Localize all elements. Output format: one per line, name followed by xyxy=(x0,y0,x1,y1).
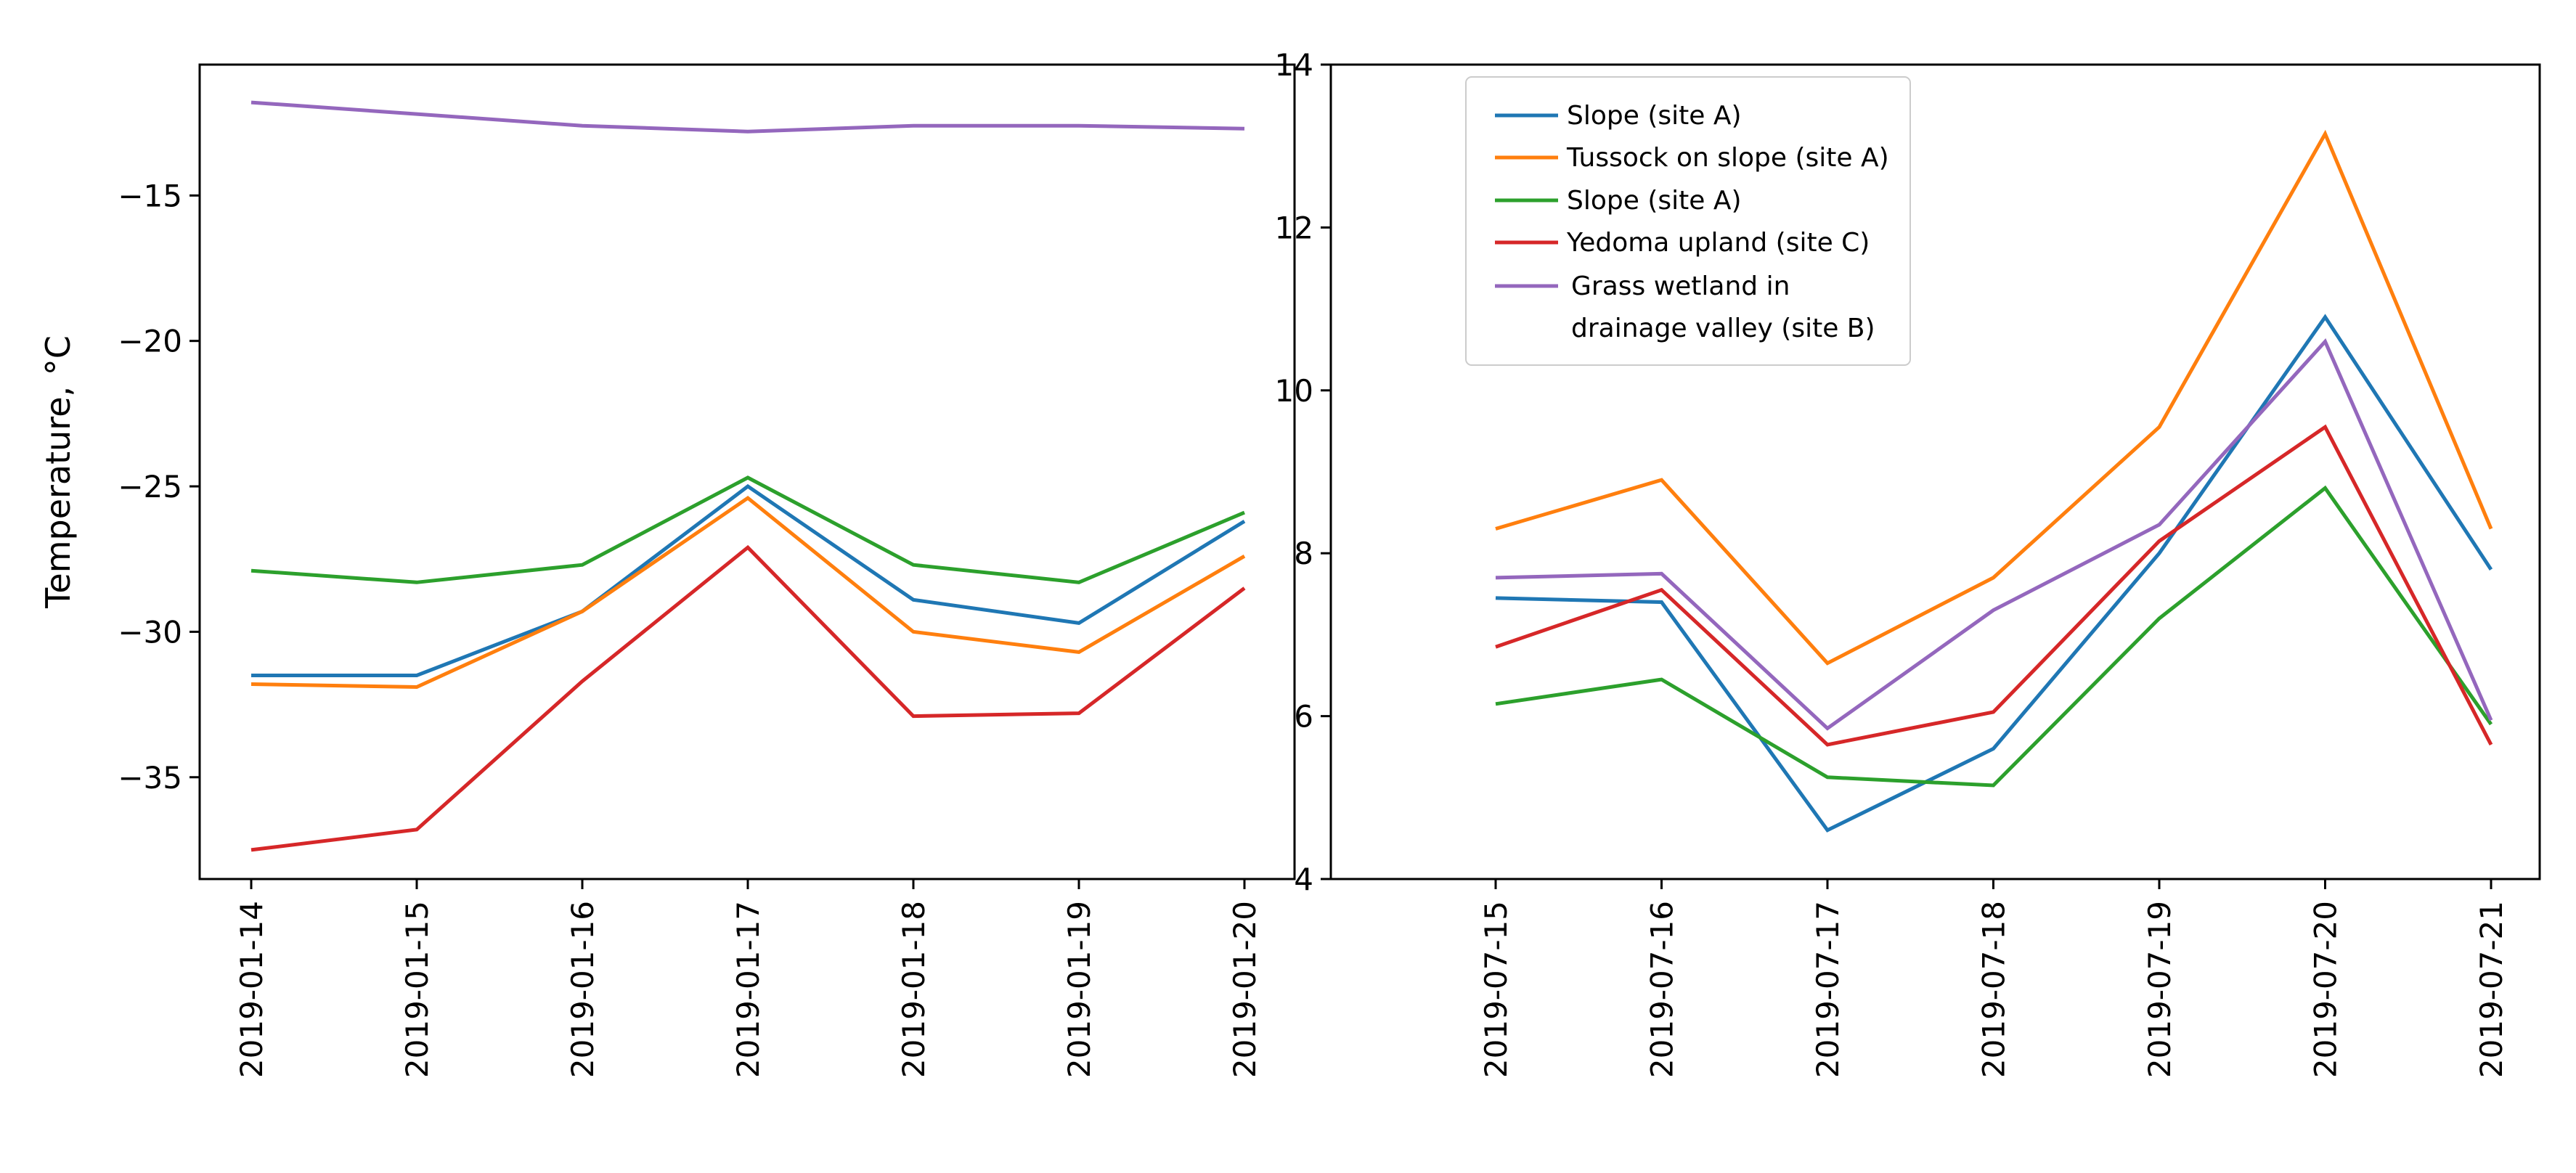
series-line-2 xyxy=(1495,129,2493,666)
x-tick-label: 2019-07-21 xyxy=(2474,901,2509,1078)
y-tick-label: 12 xyxy=(1275,210,1313,245)
y-tick-label: 8 xyxy=(1294,536,1313,571)
series-line-4 xyxy=(1495,424,2493,747)
x-tick-label: 2019-01-15 xyxy=(399,901,435,1078)
y-tick-label: 14 xyxy=(1275,47,1313,83)
x-tick-label: 2019-07-15 xyxy=(1478,901,1514,1078)
legend-label: Slope (site A) xyxy=(1567,186,1742,216)
axes-frame xyxy=(1329,63,2541,880)
y-tick-label: 6 xyxy=(1294,699,1313,735)
y-tick-label: 4 xyxy=(1294,862,1313,897)
legend-label: Grass wetland in xyxy=(1571,271,1790,301)
x-tick-label: 2019-07-20 xyxy=(2308,901,2344,1078)
y-axis-title: Temperature, °C xyxy=(38,335,78,609)
legend-label: Tussock on slope (site A) xyxy=(1566,143,1889,173)
legend-label: Slope (site A) xyxy=(1567,101,1742,131)
legend-label: Yedoma upland (site C) xyxy=(1566,228,1870,258)
x-tick-label: 2019-07-19 xyxy=(2142,901,2177,1078)
series-line-5 xyxy=(250,100,1245,134)
series-line-4 xyxy=(250,544,1246,852)
series-line-1 xyxy=(1495,314,2493,833)
right-chart: 4 6 8 10 12 14 2019-07-15 2019-07-16 2019-07-17 2… xyxy=(1275,47,2541,1078)
x-tick-label: 2019-07-16 xyxy=(1644,901,1680,1078)
legend-frame xyxy=(1465,76,1911,366)
series-line-2 xyxy=(250,495,1246,690)
series-line-1 xyxy=(251,483,1246,677)
legend-label: drainage valley (site B) xyxy=(1571,314,1875,343)
legend: Slope (site A) Tussock on slope (site A) S… xyxy=(1465,76,1911,366)
series-line-3 xyxy=(1495,485,2493,788)
x-tick-label: 2019-01-14 xyxy=(234,901,269,1078)
x-tick-label: 2019-07-18 xyxy=(1976,901,2012,1078)
y-tick-label: −30 xyxy=(118,614,182,650)
series-line-5 xyxy=(1495,338,2493,731)
y-tick-label: −25 xyxy=(118,469,182,504)
series-line-3 xyxy=(250,475,1245,584)
x-tick-label: 2019-07-17 xyxy=(1810,901,1846,1078)
y-tick-label: −20 xyxy=(118,324,182,359)
x-tick-label: 2019-01-20 xyxy=(1227,901,1263,1078)
x-tick-label: 2019-01-19 xyxy=(1061,901,1097,1078)
left-chart: −35 −30 −25 −20 −15 2019-01-14 2019-01-15 2019-… xyxy=(38,63,1296,1078)
y-tick-label: −15 xyxy=(118,178,182,213)
x-tick-label: 2019-01-18 xyxy=(896,901,932,1078)
x-tick-label: 2019-01-16 xyxy=(565,901,600,1078)
y-tick-label: 10 xyxy=(1275,373,1313,409)
x-tick-label: 2019-01-17 xyxy=(730,901,766,1078)
y-tick-label: −35 xyxy=(118,760,182,796)
